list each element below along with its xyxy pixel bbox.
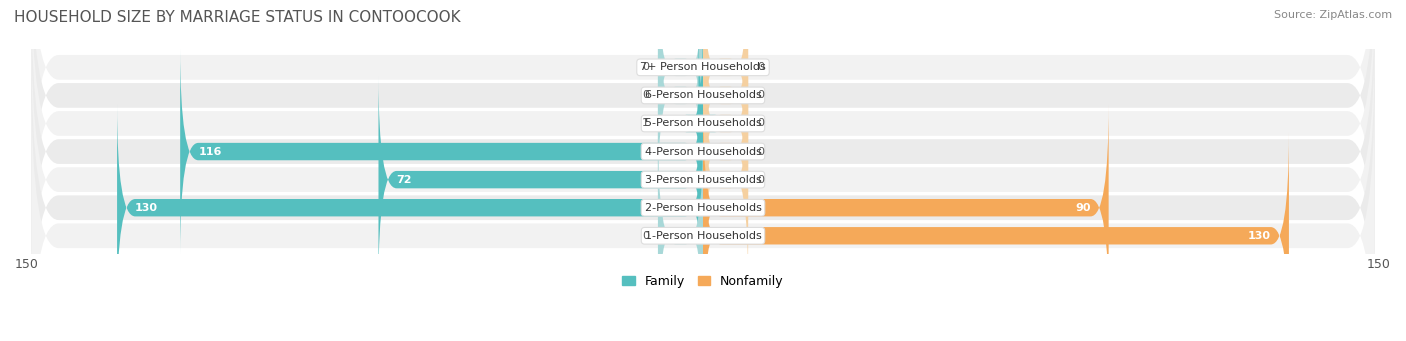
Text: 0: 0 xyxy=(756,175,763,184)
Text: 0: 0 xyxy=(643,62,650,72)
Text: 4-Person Households: 4-Person Households xyxy=(644,147,762,157)
FancyBboxPatch shape xyxy=(658,0,703,171)
Text: 116: 116 xyxy=(198,147,222,157)
Text: 1-Person Households: 1-Person Households xyxy=(644,231,762,241)
Text: 1: 1 xyxy=(643,118,650,129)
Text: 2-Person Households: 2-Person Households xyxy=(644,203,762,213)
FancyBboxPatch shape xyxy=(703,132,1289,339)
FancyBboxPatch shape xyxy=(685,20,717,227)
FancyBboxPatch shape xyxy=(703,76,748,283)
FancyBboxPatch shape xyxy=(703,104,1109,311)
FancyBboxPatch shape xyxy=(31,0,1375,223)
Text: 130: 130 xyxy=(1249,231,1271,241)
FancyBboxPatch shape xyxy=(703,0,748,171)
Text: 0: 0 xyxy=(756,90,763,100)
Text: 7+ Person Households: 7+ Person Households xyxy=(640,62,766,72)
FancyBboxPatch shape xyxy=(31,0,1375,252)
Legend: Family, Nonfamily: Family, Nonfamily xyxy=(617,270,789,293)
Text: Source: ZipAtlas.com: Source: ZipAtlas.com xyxy=(1274,10,1392,20)
FancyBboxPatch shape xyxy=(117,104,703,311)
FancyBboxPatch shape xyxy=(180,48,703,255)
Text: 90: 90 xyxy=(1076,203,1091,213)
FancyBboxPatch shape xyxy=(658,132,703,339)
Text: 0: 0 xyxy=(756,147,763,157)
Text: 6-Person Households: 6-Person Households xyxy=(644,90,762,100)
FancyBboxPatch shape xyxy=(31,0,1375,280)
FancyBboxPatch shape xyxy=(703,48,748,255)
Text: 5-Person Households: 5-Person Households xyxy=(644,118,762,129)
Text: 3-Person Households: 3-Person Households xyxy=(644,175,762,184)
Text: HOUSEHOLD SIZE BY MARRIAGE STATUS IN CONTOOCOOK: HOUSEHOLD SIZE BY MARRIAGE STATUS IN CON… xyxy=(14,10,461,25)
Text: 0: 0 xyxy=(643,231,650,241)
Text: 130: 130 xyxy=(135,203,157,213)
FancyBboxPatch shape xyxy=(31,24,1375,336)
Text: 0: 0 xyxy=(756,118,763,129)
FancyBboxPatch shape xyxy=(31,51,1375,341)
FancyBboxPatch shape xyxy=(703,0,748,199)
Text: 72: 72 xyxy=(396,175,412,184)
FancyBboxPatch shape xyxy=(703,20,748,227)
Text: 0: 0 xyxy=(756,62,763,72)
FancyBboxPatch shape xyxy=(658,0,703,199)
FancyBboxPatch shape xyxy=(31,80,1375,341)
Text: 0: 0 xyxy=(643,90,650,100)
FancyBboxPatch shape xyxy=(31,0,1375,308)
FancyBboxPatch shape xyxy=(378,76,703,283)
